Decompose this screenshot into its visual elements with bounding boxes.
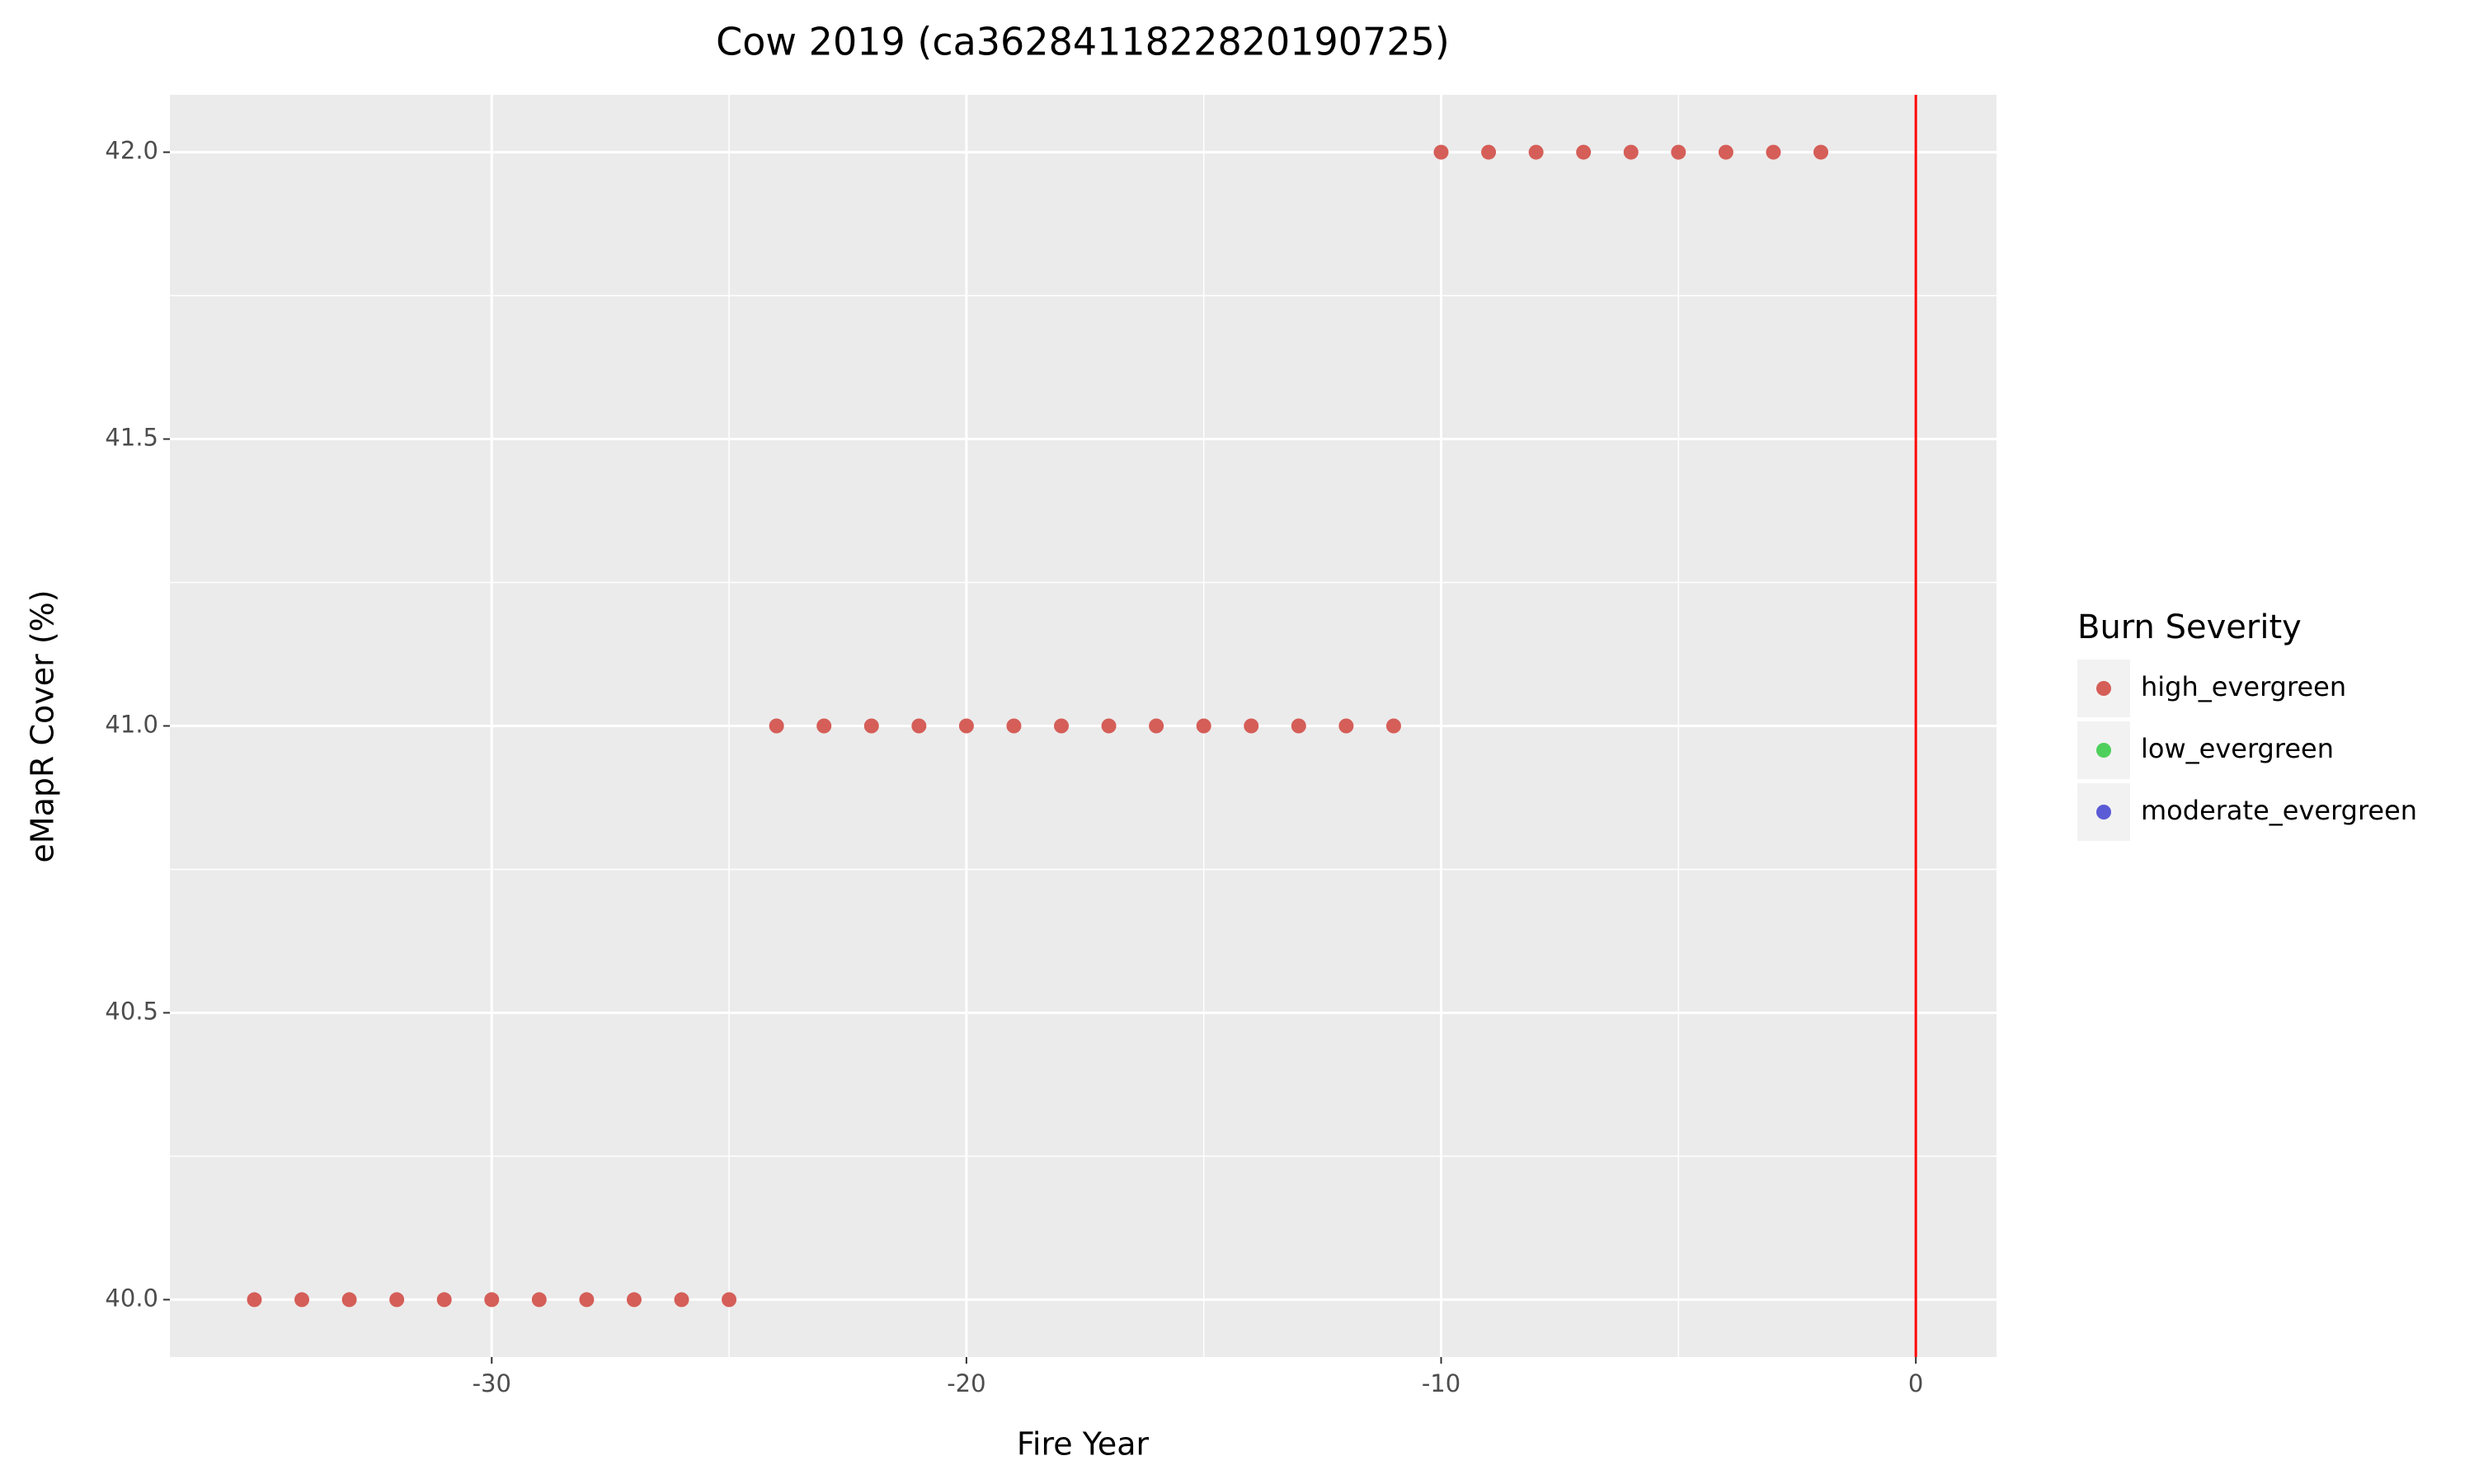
- point: [389, 1292, 405, 1308]
- chart-title: Cow 2019 (ca3628411822820190725): [716, 20, 1450, 64]
- point: [1101, 718, 1117, 734]
- point: [958, 718, 974, 734]
- point: [1196, 718, 1211, 734]
- point: [674, 1292, 689, 1308]
- point: [626, 1292, 642, 1308]
- point: [816, 718, 832, 734]
- legend-marker: [2096, 743, 2111, 758]
- x-tick-label: -30: [473, 1369, 511, 1397]
- point: [1006, 718, 1022, 734]
- point: [1671, 144, 1686, 160]
- point: [1054, 718, 1070, 734]
- point: [1291, 718, 1306, 734]
- point: [1576, 144, 1592, 160]
- legend-marker: [2096, 805, 2111, 819]
- point: [1718, 144, 1733, 160]
- y-tick-label: 41.5: [105, 424, 158, 452]
- point: [294, 1292, 310, 1308]
- point: [769, 718, 784, 734]
- point: [722, 1292, 737, 1308]
- y-tick-label: 42.0: [105, 137, 158, 165]
- legend-label: high_evergreen: [2141, 671, 2346, 702]
- point: [1766, 144, 1781, 160]
- y-tick-label: 40.5: [105, 997, 158, 1025]
- point: [247, 1292, 262, 1308]
- point: [341, 1292, 357, 1308]
- point: [1433, 144, 1449, 160]
- legend-label: low_evergreen: [2141, 733, 2334, 764]
- point: [579, 1292, 595, 1308]
- point: [1385, 718, 1401, 734]
- y-axis-label: eMapR Cover (%): [25, 589, 61, 862]
- point: [1623, 144, 1639, 160]
- legend-marker: [2096, 681, 2111, 696]
- point: [436, 1292, 452, 1308]
- x-tick-label: -10: [1422, 1369, 1460, 1397]
- point: [484, 1292, 500, 1308]
- point: [1528, 144, 1544, 160]
- point: [1244, 718, 1259, 734]
- x-tick-label: 0: [1908, 1369, 1923, 1397]
- point: [1338, 718, 1354, 734]
- point: [863, 718, 879, 734]
- point: [1481, 144, 1497, 160]
- legend-label: moderate_evergreen: [2141, 795, 2417, 826]
- x-tick-label: -20: [947, 1369, 985, 1397]
- legend-title: Burn Severity: [2077, 608, 2302, 646]
- point: [531, 1292, 547, 1308]
- point: [1149, 718, 1164, 734]
- y-tick-label: 41.0: [105, 711, 158, 739]
- x-axis-label: Fire Year: [1017, 1426, 1150, 1463]
- point: [1813, 144, 1829, 160]
- y-tick-label: 40.0: [105, 1284, 158, 1312]
- point: [911, 718, 927, 734]
